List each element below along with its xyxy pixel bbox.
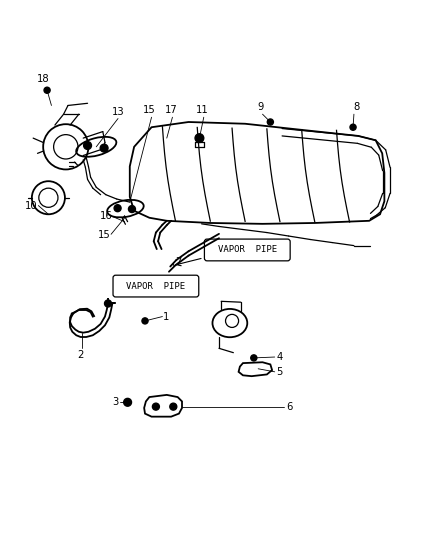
Text: 1: 1 [163,312,170,321]
Circle shape [251,355,257,361]
Text: 10: 10 [25,200,37,211]
Circle shape [124,398,131,406]
Text: 8: 8 [353,102,359,112]
Circle shape [84,142,92,149]
Circle shape [100,144,108,152]
Circle shape [114,205,121,212]
Text: 15: 15 [98,230,111,240]
Text: 3: 3 [112,397,118,407]
Text: 7: 7 [176,257,182,267]
Text: VAPOR  PIPE: VAPOR PIPE [126,281,185,290]
Circle shape [170,403,177,410]
Text: 11: 11 [196,106,209,116]
Text: 4: 4 [276,352,283,362]
Text: VAPOR  PIPE: VAPOR PIPE [218,246,277,254]
Circle shape [350,124,356,130]
Circle shape [128,206,135,213]
Circle shape [142,318,148,324]
Text: 6: 6 [286,402,293,411]
Text: 18: 18 [36,74,49,84]
Circle shape [152,403,159,410]
Text: 17: 17 [165,106,177,116]
Text: 5: 5 [276,367,283,377]
Circle shape [44,87,50,93]
Circle shape [267,119,273,125]
Circle shape [105,300,112,307]
Text: 16: 16 [99,212,112,221]
Text: 9: 9 [257,102,264,112]
Text: 13: 13 [112,107,124,117]
Text: 15: 15 [143,106,156,116]
Text: 2: 2 [78,350,84,360]
Circle shape [195,134,204,142]
